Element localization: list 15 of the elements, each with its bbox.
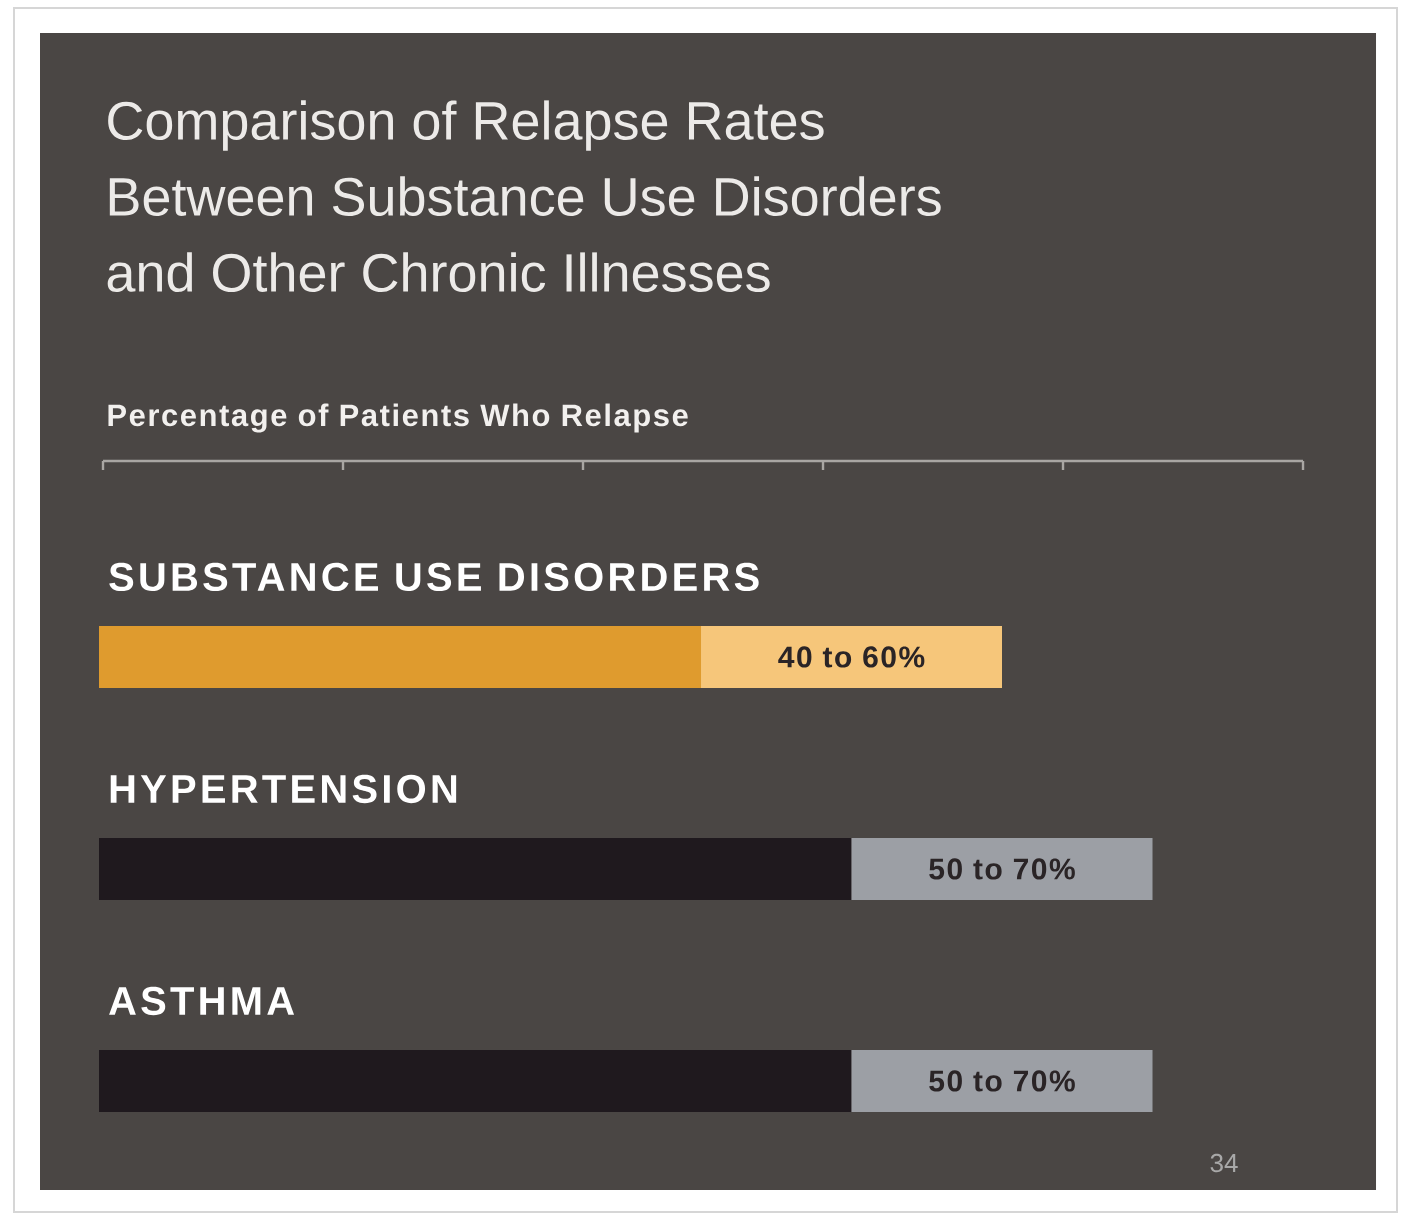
data-label: 40 to 60% xyxy=(778,646,925,668)
bar xyxy=(851,838,1153,900)
data-label: 50 to 70% xyxy=(929,1070,1075,1092)
bar xyxy=(99,626,701,688)
bar xyxy=(701,626,1002,688)
data-label: 50 to 70% xyxy=(929,858,1075,880)
y-tick-label: SUBSTANCE USE DISORDERS xyxy=(109,562,759,592)
x-axis-title: Percentage of Patients Who Relapse xyxy=(108,403,688,433)
chart-title: Comparison of Relapse Rates Between Substance Use Disorders and Other Chronic Illnesses xyxy=(107,100,941,293)
bar xyxy=(99,838,852,900)
bar xyxy=(99,1050,852,1112)
y-tick-label: HYPERTENSION xyxy=(110,774,457,804)
y-tick-label: ASTHMA xyxy=(109,986,295,1016)
text: 34 xyxy=(1210,1153,1238,1173)
bar xyxy=(851,1050,1153,1112)
